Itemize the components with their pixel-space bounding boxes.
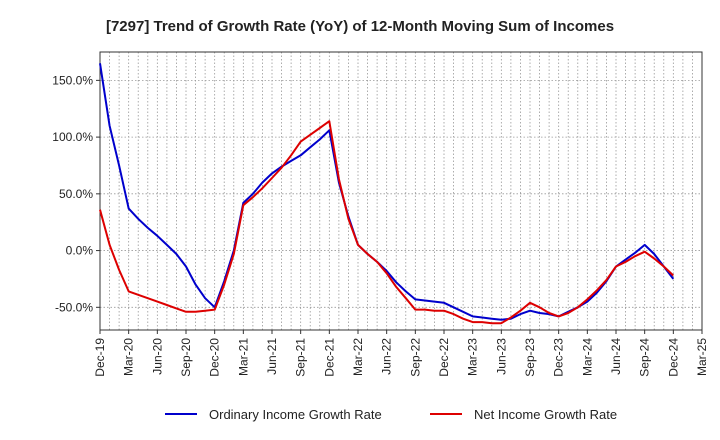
x-tick-label: Sep-21 (294, 338, 308, 377)
x-tick-label: Sep-23 (523, 338, 537, 377)
x-tick-label: Dec-22 (437, 338, 451, 377)
x-tick-label: Dec-23 (552, 338, 566, 377)
x-tick-label: Sep-22 (408, 338, 422, 377)
y-tick-label: -50.0% (55, 300, 93, 314)
legend: Ordinary Income Growth Rate Net Income Gr… (165, 407, 617, 422)
x-tick-label: Dec-19 (93, 338, 107, 377)
series-lines (99, 63, 675, 325)
x-tick-label: Jun-20 (150, 338, 164, 375)
legend-label-2: Net Income Growth Rate (474, 407, 617, 422)
x-tick-label: Dec-24 (666, 338, 680, 377)
x-tick-label: Mar-22 (351, 338, 365, 376)
y-tick-label: 50.0% (59, 187, 93, 201)
y-axis: -50.0% 0.0% 50.0% 100.0% 150.0% (52, 73, 100, 314)
x-tick-label: Mar-21 (236, 338, 250, 376)
x-tick-label: Jun-21 (265, 338, 279, 375)
x-tick-label: Mar-20 (122, 338, 136, 376)
x-tick-label: Mar-23 (466, 338, 480, 376)
x-tick-label: Dec-21 (322, 338, 336, 377)
x-tick-label: Dec-20 (208, 338, 222, 377)
x-tick-label: Mar-25 (695, 338, 709, 376)
series-line-2 (99, 120, 674, 325)
x-tick-label: Sep-24 (638, 338, 652, 377)
y-tick-label: 150.0% (52, 73, 93, 87)
y-tick-label: 100.0% (52, 130, 93, 144)
x-tick-label: Jun-24 (609, 338, 623, 375)
gridlines (100, 52, 702, 330)
legend-label-1: Ordinary Income Growth Rate (209, 407, 382, 422)
plot-area (99, 51, 703, 331)
y-tick-label: 0.0% (66, 244, 94, 258)
chart-title: [7297] Trend of Growth Rate (YoY) of 12-… (106, 18, 614, 35)
x-tick-label: Sep-20 (179, 338, 193, 377)
x-tick-label: Jun-23 (494, 338, 508, 375)
x-tick-label: Mar-24 (580, 338, 594, 376)
x-axis: Dec-19 Mar-20 Jun-20 Sep-20 Dec-20 Mar-21 Jun-… (93, 330, 709, 377)
x-tick-label: Jun-22 (380, 338, 394, 375)
